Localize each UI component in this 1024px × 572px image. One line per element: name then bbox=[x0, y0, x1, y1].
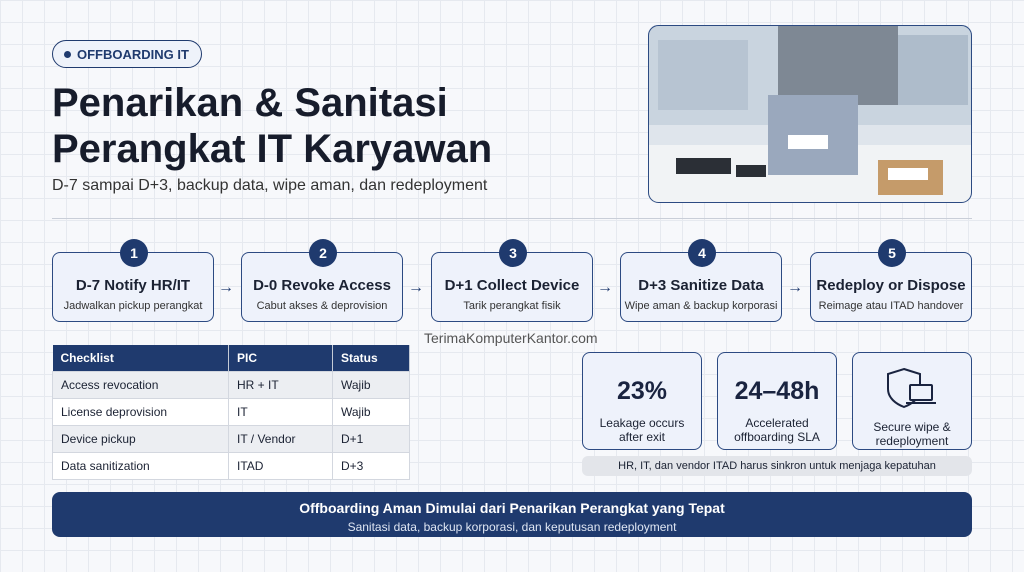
step-number: 5 bbox=[878, 239, 906, 267]
cell: Wajib bbox=[332, 370, 410, 399]
row: Data sanitization ITAD D+3 bbox=[52, 451, 410, 480]
stat-label: Secure wipe & redeployment bbox=[873, 420, 951, 448]
step-number: 4 bbox=[688, 239, 716, 267]
step: 5 Redeploy or Dispose Reimage atau ITAD ha… bbox=[810, 239, 972, 322]
divider bbox=[52, 218, 972, 219]
step: 4 D+3 Sanitize Data Wipe aman & backup kor… bbox=[620, 239, 782, 322]
step-title: D-0 Revoke Access bbox=[253, 277, 391, 294]
title: Penarikan & Sanitasi Perangkat IT Karyawa… bbox=[52, 80, 492, 172]
stat-label: Accelerated offboarding SLA bbox=[734, 416, 820, 444]
arrow: → bbox=[408, 279, 424, 296]
header-cell: Status bbox=[332, 345, 410, 371]
row: Device pickup IT / Vendor D+1 bbox=[52, 424, 410, 453]
step: 2 D-0 Revoke Access Cabut akses & deprovis… bbox=[241, 239, 403, 322]
cell: ITAD bbox=[228, 451, 333, 480]
stat-card: 24–48h Accelerated offboarding SLA bbox=[717, 352, 837, 450]
cell: IT / Vendor bbox=[228, 424, 333, 453]
step: 3 D+1 Collect Device Tarik perangkat fisik bbox=[431, 239, 593, 322]
header-row: Checklist PIC Status bbox=[52, 345, 410, 371]
header-cell: PIC bbox=[228, 345, 333, 371]
cell: D+1 bbox=[332, 424, 410, 453]
watermark: TerimaKomputerKantor.com bbox=[424, 330, 598, 346]
stat-card: Secure wipe & redeployment bbox=[852, 352, 972, 450]
arrow: → bbox=[218, 279, 234, 296]
step-title: Redeploy or Dispose bbox=[816, 277, 966, 294]
step-number: 2 bbox=[309, 239, 337, 267]
subtitle: D-7 sampai D+3, backup data, wipe aman, … bbox=[52, 177, 488, 194]
shield-laptop-icon bbox=[887, 367, 936, 409]
badge: OFFBOARDING IT bbox=[52, 40, 202, 68]
note: HR, IT, dan vendor ITAD harus sinkron un… bbox=[582, 456, 972, 476]
arrow: → bbox=[597, 279, 613, 296]
step-title: D+1 Collect Device bbox=[444, 277, 580, 294]
footer-banner: Offboarding Aman Dimulai dari Penarikan … bbox=[52, 492, 972, 537]
cell: Data sanitization bbox=[52, 451, 229, 480]
step-desc: Jadwalkan pickup perangkat bbox=[63, 300, 203, 312]
cell: Access revocation bbox=[52, 370, 229, 399]
step-number: 3 bbox=[499, 239, 527, 267]
cell: IT bbox=[228, 397, 333, 426]
cell: HR + IT bbox=[228, 370, 333, 399]
step-number: 1 bbox=[120, 239, 148, 267]
stat-value: 24–48h bbox=[734, 377, 820, 405]
stat-label: Leakage occurs after exit bbox=[599, 416, 685, 444]
title-line: Penarikan & Sanitasi bbox=[52, 81, 448, 125]
footer-subtitle: Sanitasi data, backup korporasi, dan kep… bbox=[347, 520, 677, 534]
arrow: → bbox=[787, 279, 803, 296]
header-cell: Checklist bbox=[52, 345, 229, 371]
step-title: D-7 Notify HR/IT bbox=[75, 277, 191, 294]
stat-value: 23% bbox=[616, 377, 668, 405]
checklist-table: Checklist PIC Status Access revocation HR +… bbox=[52, 345, 410, 480]
step: 1 D-7 Notify HR/IT Jadwalkan pickup perang… bbox=[52, 239, 214, 322]
row: License deprovision IT Wajib bbox=[52, 397, 410, 426]
cell: License deprovision bbox=[52, 397, 229, 426]
title-line: Perangkat IT Karyawan bbox=[52, 127, 493, 171]
row: Access revocation HR + IT Wajib bbox=[52, 370, 410, 399]
step-title: D+3 Sanitize Data bbox=[638, 277, 764, 294]
step-desc: Wipe aman & backup korporasi bbox=[624, 300, 778, 312]
cell: Device pickup bbox=[52, 424, 229, 453]
photo bbox=[648, 25, 972, 203]
footer-title: Offboarding Aman Dimulai dari Penarikan … bbox=[299, 500, 725, 516]
cell: Wajib bbox=[332, 397, 410, 426]
step-desc: Cabut akses & deprovision bbox=[256, 300, 388, 312]
step-desc: Reimage atau ITAD handover bbox=[818, 300, 964, 312]
cell: D+3 bbox=[332, 451, 410, 480]
stat-card: 23% Leakage occurs after exit bbox=[582, 352, 702, 450]
step-desc: Tarik perangkat fisik bbox=[463, 300, 561, 312]
